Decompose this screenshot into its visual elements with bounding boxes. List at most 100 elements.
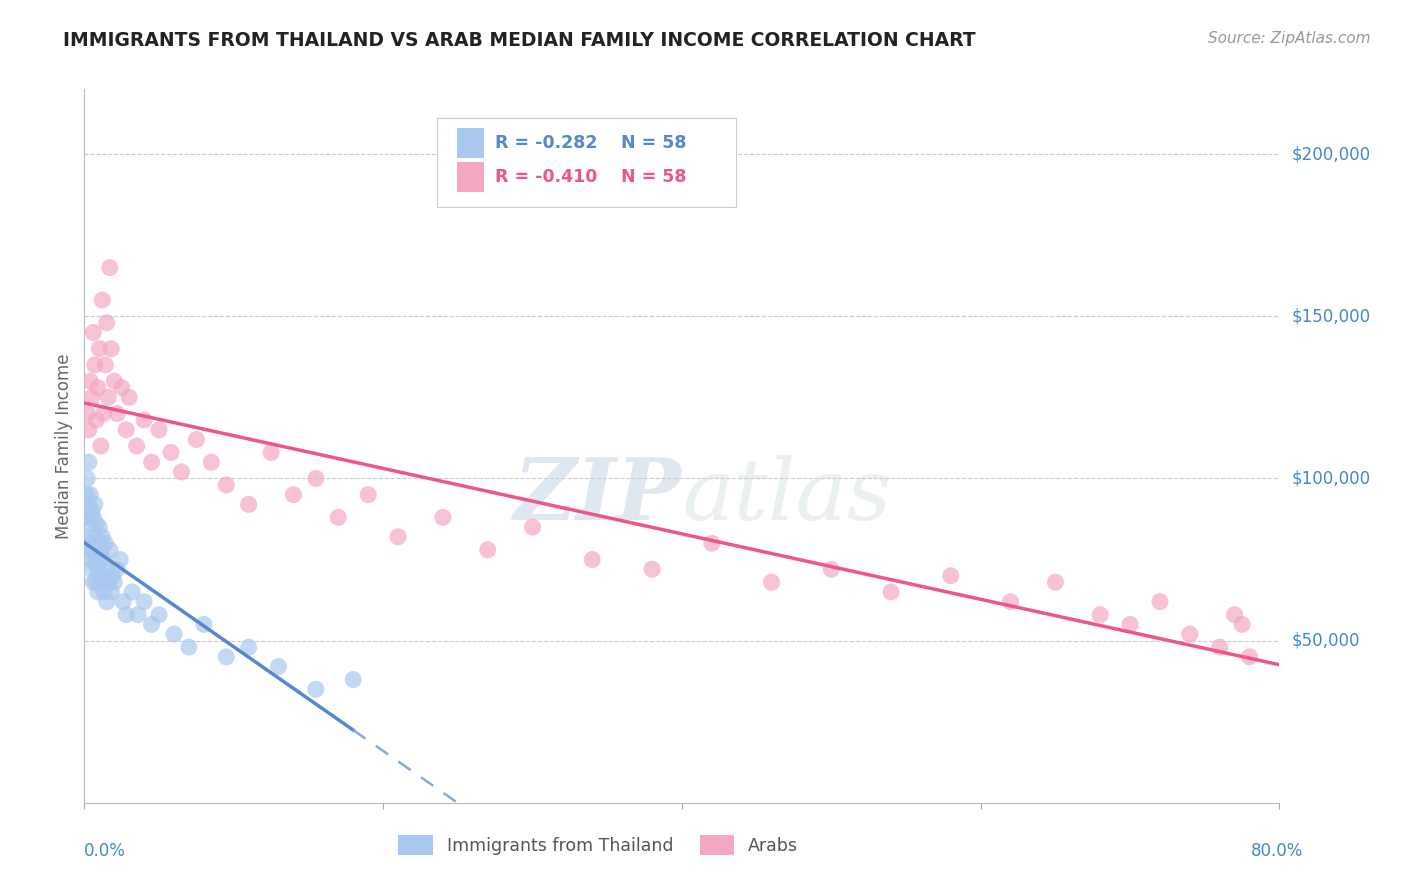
Point bbox=[477, 542, 499, 557]
Point bbox=[76, 471, 98, 485]
Point bbox=[98, 542, 121, 557]
Point bbox=[76, 407, 98, 421]
Point bbox=[79, 552, 101, 566]
Point bbox=[342, 673, 364, 687]
Text: N = 58: N = 58 bbox=[621, 168, 686, 186]
Point bbox=[82, 326, 104, 340]
Point bbox=[90, 542, 112, 557]
Text: $150,000: $150,000 bbox=[1292, 307, 1371, 326]
Point bbox=[79, 374, 101, 388]
Point bbox=[97, 390, 120, 404]
Text: Source: ZipAtlas.com: Source: ZipAtlas.com bbox=[1208, 31, 1371, 46]
Point bbox=[105, 562, 128, 576]
Point bbox=[238, 640, 260, 654]
Point bbox=[1045, 575, 1067, 590]
Text: $100,000: $100,000 bbox=[1292, 469, 1371, 487]
Point bbox=[939, 568, 962, 582]
Point bbox=[80, 536, 103, 550]
Point bbox=[641, 562, 664, 576]
Point bbox=[98, 260, 121, 275]
Bar bbox=[457, 128, 484, 158]
Point bbox=[83, 530, 105, 544]
Point bbox=[700, 536, 723, 550]
Point bbox=[77, 497, 100, 511]
Point bbox=[77, 423, 100, 437]
Point bbox=[105, 407, 128, 421]
Point bbox=[260, 445, 283, 459]
Point bbox=[82, 510, 104, 524]
Point bbox=[1230, 617, 1253, 632]
Point bbox=[80, 562, 103, 576]
Point bbox=[118, 390, 141, 404]
Point bbox=[101, 568, 124, 582]
Point bbox=[1178, 627, 1201, 641]
Text: $200,000: $200,000 bbox=[1292, 145, 1371, 163]
Point bbox=[820, 562, 842, 576]
Point bbox=[170, 465, 193, 479]
Point bbox=[96, 595, 118, 609]
Point bbox=[89, 342, 111, 356]
Point bbox=[1149, 595, 1171, 609]
Point bbox=[90, 439, 112, 453]
Point bbox=[127, 607, 149, 622]
Point bbox=[87, 562, 110, 576]
Text: ZIP: ZIP bbox=[515, 454, 682, 538]
Point bbox=[97, 575, 120, 590]
Point bbox=[132, 595, 156, 609]
Point bbox=[283, 488, 305, 502]
Point bbox=[148, 607, 170, 622]
Point bbox=[83, 358, 105, 372]
Point bbox=[90, 575, 112, 590]
Point bbox=[112, 595, 135, 609]
Point bbox=[387, 530, 409, 544]
Point bbox=[87, 381, 110, 395]
Point bbox=[75, 488, 97, 502]
Text: N = 58: N = 58 bbox=[621, 134, 686, 152]
Point bbox=[76, 510, 98, 524]
Point bbox=[83, 556, 105, 570]
Point bbox=[91, 568, 114, 582]
Point bbox=[79, 488, 101, 502]
Point bbox=[132, 413, 156, 427]
Point bbox=[328, 510, 350, 524]
Point bbox=[80, 504, 103, 518]
Y-axis label: Median Family Income: Median Family Income bbox=[55, 353, 73, 539]
Point bbox=[80, 390, 103, 404]
Point bbox=[100, 342, 122, 356]
Text: R = -0.282: R = -0.282 bbox=[495, 134, 598, 152]
Point bbox=[141, 455, 163, 469]
Point bbox=[125, 439, 148, 453]
Point bbox=[1000, 595, 1022, 609]
FancyBboxPatch shape bbox=[437, 118, 735, 207]
Point bbox=[193, 617, 215, 632]
Point bbox=[96, 316, 118, 330]
Point bbox=[305, 682, 328, 697]
Point bbox=[215, 478, 238, 492]
Point bbox=[103, 575, 125, 590]
Point bbox=[93, 552, 115, 566]
Text: $50,000: $50,000 bbox=[1292, 632, 1360, 649]
Point bbox=[1090, 607, 1112, 622]
Point bbox=[1209, 640, 1232, 654]
Point bbox=[93, 407, 115, 421]
Point bbox=[94, 536, 117, 550]
Point bbox=[91, 530, 114, 544]
Point bbox=[86, 516, 108, 531]
Point bbox=[87, 585, 110, 599]
Point bbox=[215, 649, 238, 664]
Point bbox=[305, 471, 328, 485]
Point bbox=[115, 607, 138, 622]
Point bbox=[91, 293, 114, 307]
Point bbox=[93, 585, 115, 599]
Bar bbox=[457, 162, 484, 192]
Point bbox=[880, 585, 903, 599]
Text: 80.0%: 80.0% bbox=[1251, 842, 1303, 860]
Point bbox=[238, 497, 260, 511]
Point bbox=[86, 413, 108, 427]
Text: IMMIGRANTS FROM THAILAND VS ARAB MEDIAN FAMILY INCOME CORRELATION CHART: IMMIGRANTS FROM THAILAND VS ARAB MEDIAN … bbox=[63, 31, 976, 50]
Point bbox=[89, 552, 111, 566]
Point bbox=[200, 455, 222, 469]
Legend: Immigrants from Thailand, Arabs: Immigrants from Thailand, Arabs bbox=[391, 828, 806, 862]
Point bbox=[115, 423, 138, 437]
Point bbox=[121, 585, 143, 599]
